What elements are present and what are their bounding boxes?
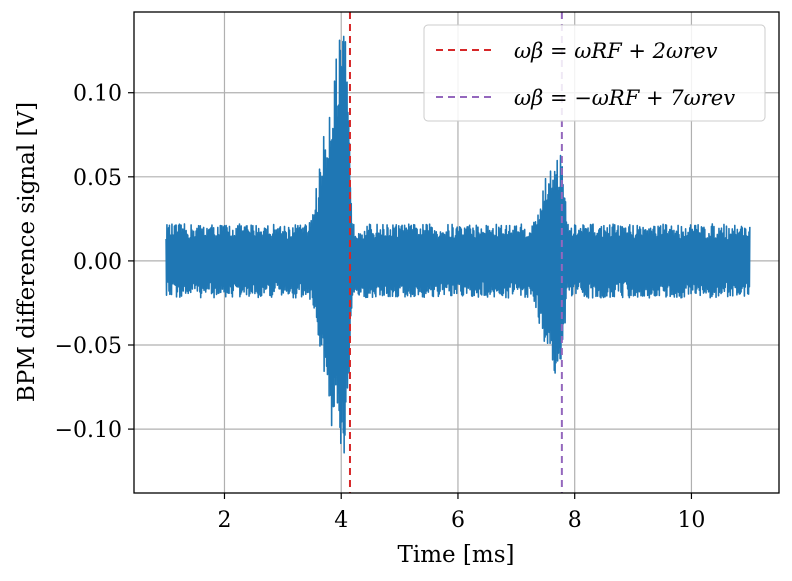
y-tick-label: 0.00 [73, 250, 122, 275]
y-axis-label: BPM difference signal [V] [14, 102, 40, 402]
y-tick-label: 0.05 [73, 166, 122, 191]
y-tick-label: 0.10 [73, 82, 122, 107]
x-tick-label: 10 [677, 508, 705, 533]
x-tick-label: 8 [568, 508, 582, 533]
x-tick-label: 2 [217, 508, 231, 533]
legend-label-1: ωβ = ωRF + 2ωrev [514, 39, 718, 63]
signal-series [165, 35, 751, 454]
legend-label-2: ωβ = −ωRF + 7ωrev [514, 86, 735, 110]
ticks: 2 4 6 8 10 0.10 0.05 0.00 −0.05 −0.10 [55, 82, 706, 533]
signal-trace [165, 35, 751, 454]
legend: ωβ = ωRF + 2ωrev ωβ = −ωRF + 7ωrev [423, 24, 766, 122]
plot-frame [133, 11, 780, 494]
x-tick-label: 4 [334, 508, 348, 533]
x-axis-label: Time [ms] [398, 542, 515, 568]
y-tick-label: −0.05 [55, 334, 122, 359]
vertical-markers [348, 12, 563, 493]
y-tick-label: −0.10 [55, 418, 122, 443]
x-tick-label: 6 [451, 508, 465, 533]
legend-box [423, 24, 766, 122]
